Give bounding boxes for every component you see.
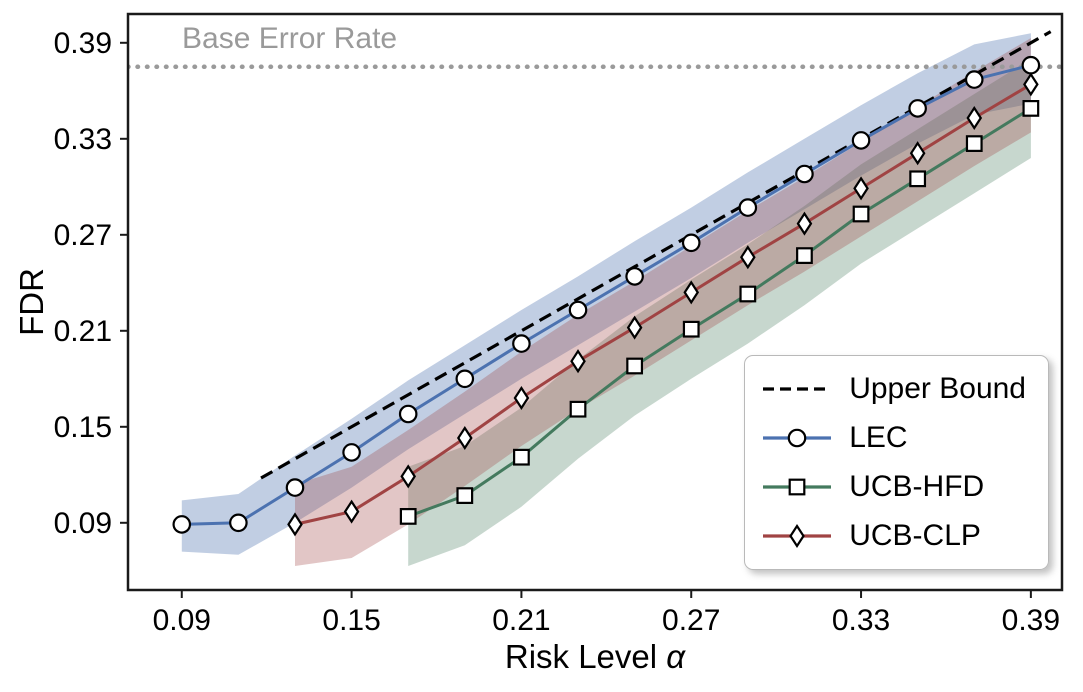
legend-square-swatch (763, 478, 832, 496)
x-tick-label: 0.15 (322, 604, 380, 637)
diamond-marker-UCB-CLP (683, 280, 700, 305)
diamond-marker-UCB-CLP (456, 425, 473, 451)
square-marker-UCB-HFD (569, 400, 587, 418)
x-tick-label: 0.09 (153, 604, 211, 637)
y-tick-label: 0.15 (54, 411, 112, 444)
circle-marker-LEC (342, 443, 361, 462)
y-tick-label: 0.09 (54, 507, 112, 540)
square-marker-UCB-HFD (852, 205, 870, 223)
legend-marker-diamond (789, 523, 806, 549)
circle-marker-LEC (285, 478, 305, 497)
diamond-marker-UCB-CLP (570, 349, 586, 374)
diamond-marker-UCB-CLP (513, 385, 530, 411)
legend-diamond-swatch (763, 523, 832, 549)
upper-bound-line (260, 30, 1052, 480)
series-line-UCB-HFD (407, 107, 1032, 518)
y-tick-label: 0.39 (54, 27, 112, 60)
circle-marker-LEC (738, 198, 758, 217)
square-marker-UCB-HFD (909, 170, 927, 188)
legend: Upper Bound LEC UCB-HFD UCB-CLP (744, 355, 1049, 570)
confidence-band-UCB-CLP (295, 38, 1031, 566)
y-tick-label: 0.21 (54, 315, 112, 348)
square-marker-UCB-HFD (739, 285, 757, 303)
x-axis-label-alpha-symbol: α (666, 638, 686, 675)
circle-marker-LEC (512, 334, 531, 353)
diamond-marker-UCB-CLP (740, 245, 756, 270)
diamond-marker-UCB-CLP (1023, 72, 1039, 97)
circle-marker-LEC (229, 513, 248, 533)
legend-label: UCB-HFD (849, 470, 985, 503)
y-axis-label: FDR (13, 268, 50, 336)
square-marker-UCB-HFD (626, 357, 644, 375)
series-line-LEC (181, 63, 1032, 526)
legend-label: UCB-CLP (849, 519, 981, 552)
circle-marker-LEC (398, 404, 418, 424)
circle-marker-LEC (964, 70, 984, 89)
diamond-marker-UCB-CLP (796, 211, 813, 236)
diamond-marker-UCB-CLP (287, 512, 303, 537)
circle-marker-LEC (568, 300, 588, 320)
square-marker-UCB-HFD (965, 135, 983, 153)
legend-item: Upper Bound (761, 368, 1026, 410)
circle-marker-LEC (172, 515, 192, 534)
base-error-rate-annotation: Base Error Rate (182, 22, 398, 55)
diamond-marker-UCB-CLP (853, 176, 869, 201)
legend-marker-circle (787, 428, 807, 448)
x-axis-label-text: Risk Level (504, 638, 658, 675)
square-marker-UCB-HFD (399, 508, 417, 525)
x-tick-label: 0.39 (1002, 604, 1060, 637)
x-tick-label: 0.21 (492, 604, 550, 637)
legend-label: Upper Bound (849, 372, 1026, 405)
square-marker-UCB-HFD (682, 320, 700, 338)
circle-marker-LEC (681, 233, 701, 253)
x-tick-label: 0.33 (832, 604, 890, 637)
diamond-marker-UCB-CLP (400, 464, 417, 489)
x-axis-label: Risk Level α (128, 638, 1062, 676)
diamond-marker-UCB-CLP (966, 105, 983, 131)
legend-dashed-line-swatch (763, 387, 832, 391)
square-marker-UCB-HFD (796, 247, 813, 265)
circle-marker-LEC (455, 369, 475, 389)
series-line-UCB-CLP (294, 83, 1032, 526)
circle-marker-LEC (1021, 55, 1041, 75)
legend-item: UCB-HFD (761, 466, 1026, 508)
plot-contents (128, 30, 1062, 567)
circle-marker-LEC (908, 99, 927, 118)
diamond-marker-UCB-CLP (343, 499, 360, 524)
circle-marker-LEC (851, 131, 871, 150)
y-tick-label: 0.27 (54, 219, 112, 252)
circle-marker-LEC (795, 164, 814, 184)
plot-frame (126, 12, 1064, 592)
diamond-marker-UCB-CLP (909, 141, 926, 166)
x-tick-label: 0.27 (662, 604, 720, 637)
square-marker-UCB-HFD (1022, 99, 1040, 117)
legend-label: LEC (849, 421, 908, 454)
diamond-marker-UCB-CLP (626, 315, 643, 340)
legend-marker-square (788, 478, 806, 496)
legend-item: UCB-CLP (761, 515, 1026, 557)
circle-marker-LEC (625, 267, 644, 286)
y-tick-label: 0.33 (54, 123, 112, 156)
square-marker-UCB-HFD (456, 487, 474, 504)
square-marker-UCB-HFD (513, 448, 530, 466)
legend-circle-swatch (763, 428, 832, 448)
legend-item: LEC (761, 417, 1026, 459)
